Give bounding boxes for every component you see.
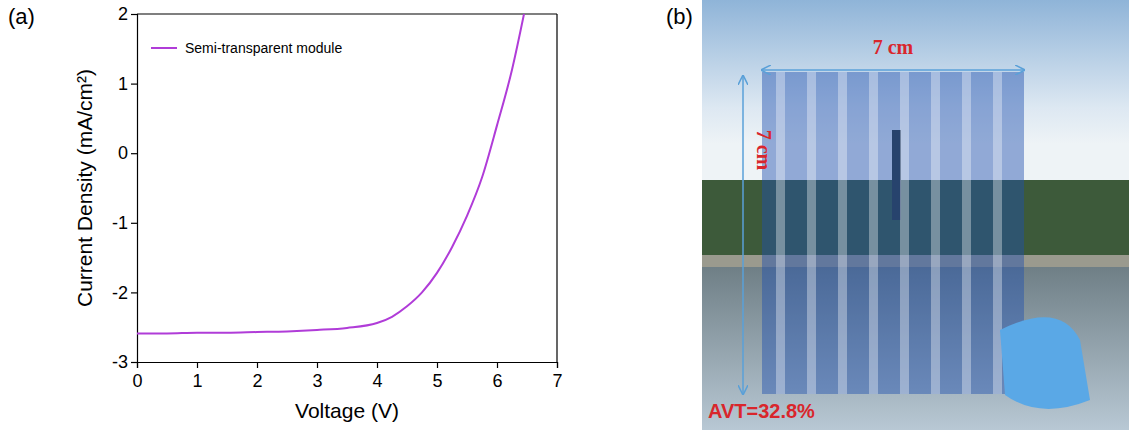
tick-label: 6	[492, 371, 502, 391]
tick-label: -1	[112, 213, 128, 233]
tick-mark	[197, 362, 198, 368]
module-gap	[962, 72, 971, 394]
avt-label: AVT=32.8%	[708, 400, 815, 422]
tick: 3	[312, 362, 322, 391]
y-axis: -3 -2 -1 0 1 2	[112, 4, 138, 372]
tick: 1	[192, 362, 202, 391]
frame-right	[556, 14, 557, 362]
tick-label: 4	[372, 371, 382, 391]
tick: 7	[552, 362, 562, 391]
tick: 1	[118, 74, 137, 94]
figure: (a) 0 1 2 3 4 5 6 7 -3 -2 -1 0 1 2 Voltage (V) Current D…	[0, 0, 1133, 430]
height-label: 7 cm	[753, 130, 775, 171]
panel-label: (a)	[8, 4, 35, 29]
tick-label: 5	[432, 371, 442, 391]
tick: 0	[118, 143, 137, 163]
tick: 5	[432, 362, 442, 391]
series-line	[137, 14, 524, 333]
module-gap	[869, 72, 878, 394]
tick-mark	[377, 362, 378, 368]
legend-label: Semi-transparent module	[185, 40, 342, 56]
width-label: 7 cm	[873, 36, 914, 58]
tick-label: 1	[118, 74, 128, 94]
tick: 6	[492, 362, 502, 391]
tick-mark	[317, 362, 318, 368]
height-arrow	[742, 76, 744, 394]
tick-label: 2	[252, 371, 262, 391]
tick: -3	[112, 352, 137, 372]
tick: 2	[118, 4, 137, 24]
tick: -1	[112, 213, 137, 233]
module-gap	[807, 72, 816, 394]
legend: Semi-transparent module	[151, 40, 342, 56]
tick-label: 0	[132, 371, 142, 391]
x-axis: 0 1 2 3 4 5 6 7	[132, 362, 562, 391]
module-gap	[993, 72, 1002, 394]
module-gap	[931, 72, 940, 394]
frame-top	[137, 13, 557, 14]
photo: 7 cm 7 cm AVT=32.8%	[702, 0, 1129, 430]
tick-label: 2	[118, 4, 128, 24]
tick-mark	[557, 362, 558, 368]
tick-mark	[131, 83, 137, 84]
tick-mark	[131, 153, 137, 154]
tick-mark	[257, 362, 258, 368]
legend-swatch	[151, 47, 177, 49]
module-gap	[776, 72, 785, 394]
x-axis-title: Voltage (V)	[295, 399, 399, 422]
axis-line	[131, 15, 138, 363]
tick-mark	[437, 362, 438, 368]
tick: -2	[112, 283, 137, 303]
tick-mark	[131, 223, 137, 224]
tick-label: 7	[552, 371, 562, 391]
glove	[1000, 317, 1090, 409]
width-arrow	[762, 69, 1024, 71]
tick-mark	[131, 362, 137, 363]
plot-area	[137, 14, 524, 333]
tick-label: 1	[192, 371, 202, 391]
module-gap	[900, 72, 909, 394]
tick: 2	[252, 362, 262, 391]
tick-label: 3	[312, 371, 322, 391]
module	[762, 72, 1024, 394]
tick-label: -2	[112, 283, 128, 303]
y-axis-title: Current Density (mA/cm²)	[73, 69, 96, 307]
tick: 4	[372, 362, 382, 391]
axis-line	[138, 363, 558, 369]
tick-mark	[497, 362, 498, 368]
tick-label: -3	[112, 352, 128, 372]
tick-label: 0	[118, 143, 128, 163]
module-gap	[838, 72, 847, 394]
tick-mark	[131, 14, 137, 15]
tick-mark	[131, 292, 137, 293]
panel-label: (b)	[666, 4, 693, 29]
tick: 0	[132, 362, 142, 391]
